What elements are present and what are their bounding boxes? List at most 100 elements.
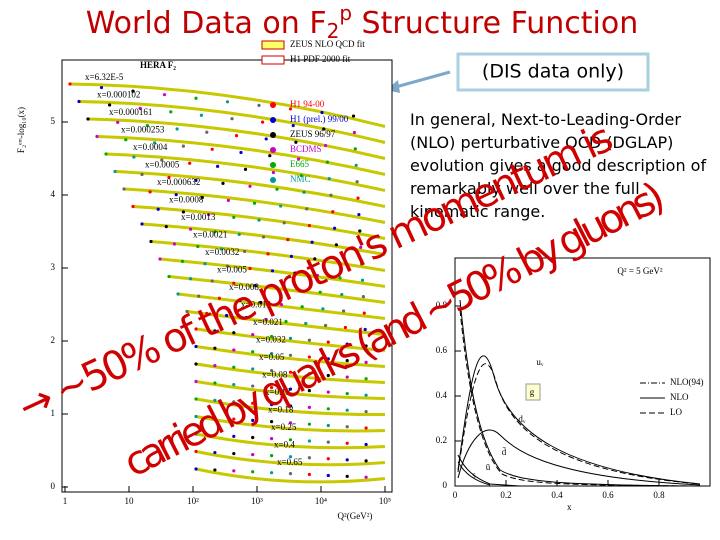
data-point — [226, 198, 230, 202]
legend-label: NMC — [290, 174, 311, 184]
data-point — [196, 244, 200, 249]
data-point — [358, 229, 362, 233]
data-point — [213, 364, 217, 368]
data-point — [160, 158, 164, 162]
data-point — [156, 207, 160, 211]
x-tick-label: 10⁴ — [315, 496, 327, 506]
u-curve-lo — [457, 363, 701, 485]
data-point — [364, 377, 368, 381]
data-point — [284, 319, 288, 324]
data-point — [194, 327, 198, 331]
data-point — [213, 398, 217, 402]
data-point — [286, 238, 290, 242]
data-point — [248, 184, 252, 188]
data-point — [176, 292, 180, 296]
curve-label: ū — [486, 462, 491, 472]
data-point — [232, 215, 236, 219]
x-bin-label: x=0.0004 — [133, 142, 168, 152]
x-bin-label: x=0.25 — [271, 422, 297, 432]
g-curve — [459, 299, 701, 487]
data-point — [363, 327, 367, 332]
data-point — [270, 420, 274, 424]
data-point — [364, 475, 368, 479]
fit-curve — [132, 205, 386, 240]
label-box — [525, 383, 541, 401]
data-point — [297, 288, 301, 292]
data-point — [167, 175, 171, 180]
data-point — [203, 262, 207, 266]
data-point — [270, 454, 274, 458]
data-point — [340, 292, 344, 297]
fit-curve — [195, 380, 386, 400]
data-point — [251, 333, 255, 337]
data-point — [326, 457, 330, 461]
data-point — [364, 442, 368, 447]
data-point — [232, 417, 236, 421]
data-point — [279, 204, 283, 208]
data-point — [364, 426, 368, 430]
data-point — [108, 103, 112, 107]
data-point — [257, 103, 261, 107]
legend-label: NLO — [670, 392, 689, 402]
legend-label: ZEUS 96/97 — [290, 129, 336, 139]
data-point — [352, 130, 356, 135]
data-point — [205, 130, 209, 134]
data-point — [353, 147, 357, 151]
fit-curve — [195, 415, 386, 433]
data-point — [124, 138, 128, 142]
y-tick-label: 4 — [51, 189, 56, 199]
data-point — [77, 99, 81, 104]
data-point — [315, 273, 320, 278]
data-point — [282, 221, 286, 225]
data-point — [338, 276, 342, 280]
data-point — [345, 342, 349, 346]
data-point — [270, 437, 274, 441]
x-tick-label: 10 — [125, 496, 135, 506]
data-point — [172, 242, 176, 246]
data-point — [213, 450, 217, 455]
x-bin-label: x=0.4 — [274, 440, 295, 450]
data-point — [251, 435, 255, 440]
note-text: (DIS data only) — [482, 61, 624, 83]
data-point — [213, 329, 217, 333]
data-point — [334, 243, 338, 247]
data-point — [180, 259, 185, 263]
x-bin-label: x=0.65 — [277, 457, 303, 467]
legend-swatch — [261, 55, 285, 65]
fit-curve — [195, 397, 386, 417]
data-point — [288, 107, 293, 111]
fit-curve — [105, 152, 386, 192]
data-point — [345, 358, 349, 363]
data-point — [148, 190, 152, 194]
curve-label: dᵥ — [518, 414, 526, 424]
data-point — [364, 410, 368, 414]
data-point — [221, 181, 225, 185]
x-tick-label: 0 — [453, 490, 458, 500]
data-point — [122, 187, 126, 191]
data-point — [270, 403, 274, 407]
data-point — [252, 201, 257, 205]
data-point — [326, 440, 330, 444]
g-curve-lo — [459, 309, 701, 487]
data-point — [326, 373, 330, 378]
data-point — [251, 350, 255, 354]
data-point — [251, 401, 255, 405]
data-point — [326, 407, 330, 411]
y-tick-label: 5 — [51, 116, 56, 126]
data-point — [219, 247, 223, 251]
data-point — [342, 309, 346, 313]
data-point — [248, 266, 252, 271]
data-point — [361, 295, 365, 299]
data-point — [331, 210, 335, 214]
x-bin-label: x=0.13 — [265, 387, 291, 397]
data-point — [149, 239, 153, 244]
legend-marker — [270, 177, 276, 183]
data-point — [326, 423, 330, 428]
data-point — [138, 106, 142, 110]
data-point — [307, 372, 311, 376]
data-point — [243, 249, 247, 254]
data-point — [158, 257, 162, 261]
data-point — [264, 137, 268, 141]
data-point — [213, 230, 217, 234]
fit-curve — [78, 100, 386, 144]
